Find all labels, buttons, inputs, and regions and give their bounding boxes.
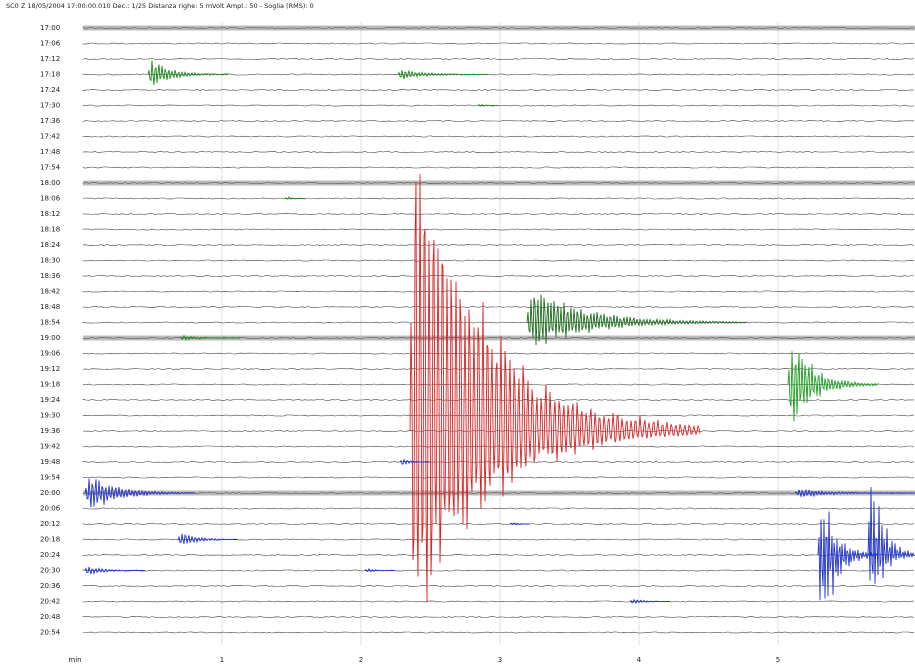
header: SC0 Z 18/05/2004 17:00:00.010 Dec.: 1/25…	[6, 2, 314, 10]
trace	[83, 399, 914, 400]
trace	[83, 229, 914, 230]
trace	[83, 353, 914, 354]
row-time-label: 19:24	[40, 396, 61, 404]
seismogram: SC0 Z 18/05/2004 17:00:00.010 Dec.: 1/25…	[0, 0, 915, 668]
trace	[83, 508, 914, 509]
trace	[83, 213, 914, 214]
row-time-label: 17:00	[40, 24, 60, 32]
x-tick-label: 5	[776, 656, 780, 664]
trace	[83, 306, 914, 307]
trace	[83, 477, 914, 478]
row-time-label: 20:12	[40, 520, 60, 528]
row-time-label: 19:06	[40, 350, 61, 358]
row-time-label: 18:42	[40, 288, 60, 296]
row-time-label: 18:24	[40, 241, 61, 249]
row-time-label: 20:06	[40, 505, 61, 513]
x-tick-label: 3	[498, 656, 502, 664]
row-time-label: 17:48	[40, 148, 60, 156]
row-time-label: 18:36	[40, 272, 61, 280]
row-time-label: 19:36	[40, 427, 61, 435]
trace	[83, 523, 914, 524]
row-time-label: 18:48	[40, 303, 60, 311]
row-time-label: 19:30	[40, 412, 60, 420]
row-time-label: 19:48	[40, 458, 60, 466]
event-trace	[365, 569, 395, 572]
grid	[83, 22, 915, 645]
row-time-label: 19:42	[40, 443, 60, 451]
waveforms	[83, 27, 915, 633]
row-time-label: 17:30	[40, 102, 60, 110]
row-time-label: 17:12	[40, 55, 60, 63]
trace	[83, 151, 914, 152]
event-trace	[868, 487, 915, 584]
row-time-label: 20:30	[40, 567, 60, 575]
row-time-label: 20:36	[40, 582, 61, 590]
x-tick-label: 2	[359, 656, 363, 664]
row-time-label: 17:06	[40, 40, 61, 48]
event-trace	[398, 70, 488, 79]
row-time-label: 18:30	[40, 257, 60, 265]
trace	[83, 198, 914, 199]
trace	[83, 632, 914, 633]
row-time-label: 20:42	[40, 598, 60, 606]
row-time-label: 18:00	[40, 179, 60, 187]
row-time-label: 19:12	[40, 365, 60, 373]
trace	[83, 322, 914, 323]
row-time-label: 19:00	[40, 334, 60, 342]
x-tick-label: 4	[637, 656, 642, 664]
row-time-label: 20:18	[40, 536, 60, 544]
trace	[83, 244, 914, 245]
row-time-label: 17:54	[40, 164, 61, 172]
row-time-label: 18:18	[40, 226, 60, 234]
event-trace	[410, 174, 700, 602]
row-time-label: 20:00	[40, 489, 60, 497]
row-time-label: 20:54	[40, 629, 61, 637]
trace	[83, 585, 914, 586]
helicorder-view: SC0 Z 18/05/2004 17:00:00.010 Dec.: 1/25…	[0, 0, 915, 668]
row-time-label: 19:54	[40, 474, 61, 482]
trace	[83, 368, 914, 369]
event-trace	[178, 534, 238, 544]
trace	[83, 260, 914, 261]
event-trace	[148, 61, 228, 85]
trace	[83, 461, 914, 462]
row-time-label: 17:36	[40, 117, 61, 125]
row-time-label: 20:48	[40, 613, 60, 621]
trace	[83, 43, 914, 44]
x-tick-label: 1	[220, 656, 224, 664]
trace	[83, 89, 914, 90]
trace	[83, 601, 914, 602]
row-time-label: 20:24	[40, 551, 61, 559]
row-time-label: 17:42	[40, 133, 60, 141]
row-time-label: 19:18	[40, 381, 60, 389]
row-time-label: 18:54	[40, 319, 61, 327]
trace	[83, 616, 914, 617]
trace	[83, 105, 914, 106]
x-axis-unit: min	[68, 656, 81, 664]
trace	[83, 415, 914, 416]
trace	[83, 446, 914, 447]
event-trace	[285, 197, 305, 199]
row-time-label: 18:12	[40, 210, 60, 218]
row-time-label: 17:24	[40, 86, 61, 94]
trace	[83, 570, 914, 571]
trace	[83, 554, 914, 555]
row-time-label: 18:06	[40, 195, 61, 203]
trace	[83, 291, 914, 292]
event-trace	[85, 479, 195, 508]
trace	[83, 167, 914, 168]
trace	[83, 58, 914, 59]
trace	[83, 136, 914, 137]
trace	[83, 120, 914, 121]
trace	[83, 275, 914, 276]
event-trace	[788, 351, 878, 421]
row-time-label: 17:18	[40, 71, 60, 79]
trace	[83, 430, 914, 431]
